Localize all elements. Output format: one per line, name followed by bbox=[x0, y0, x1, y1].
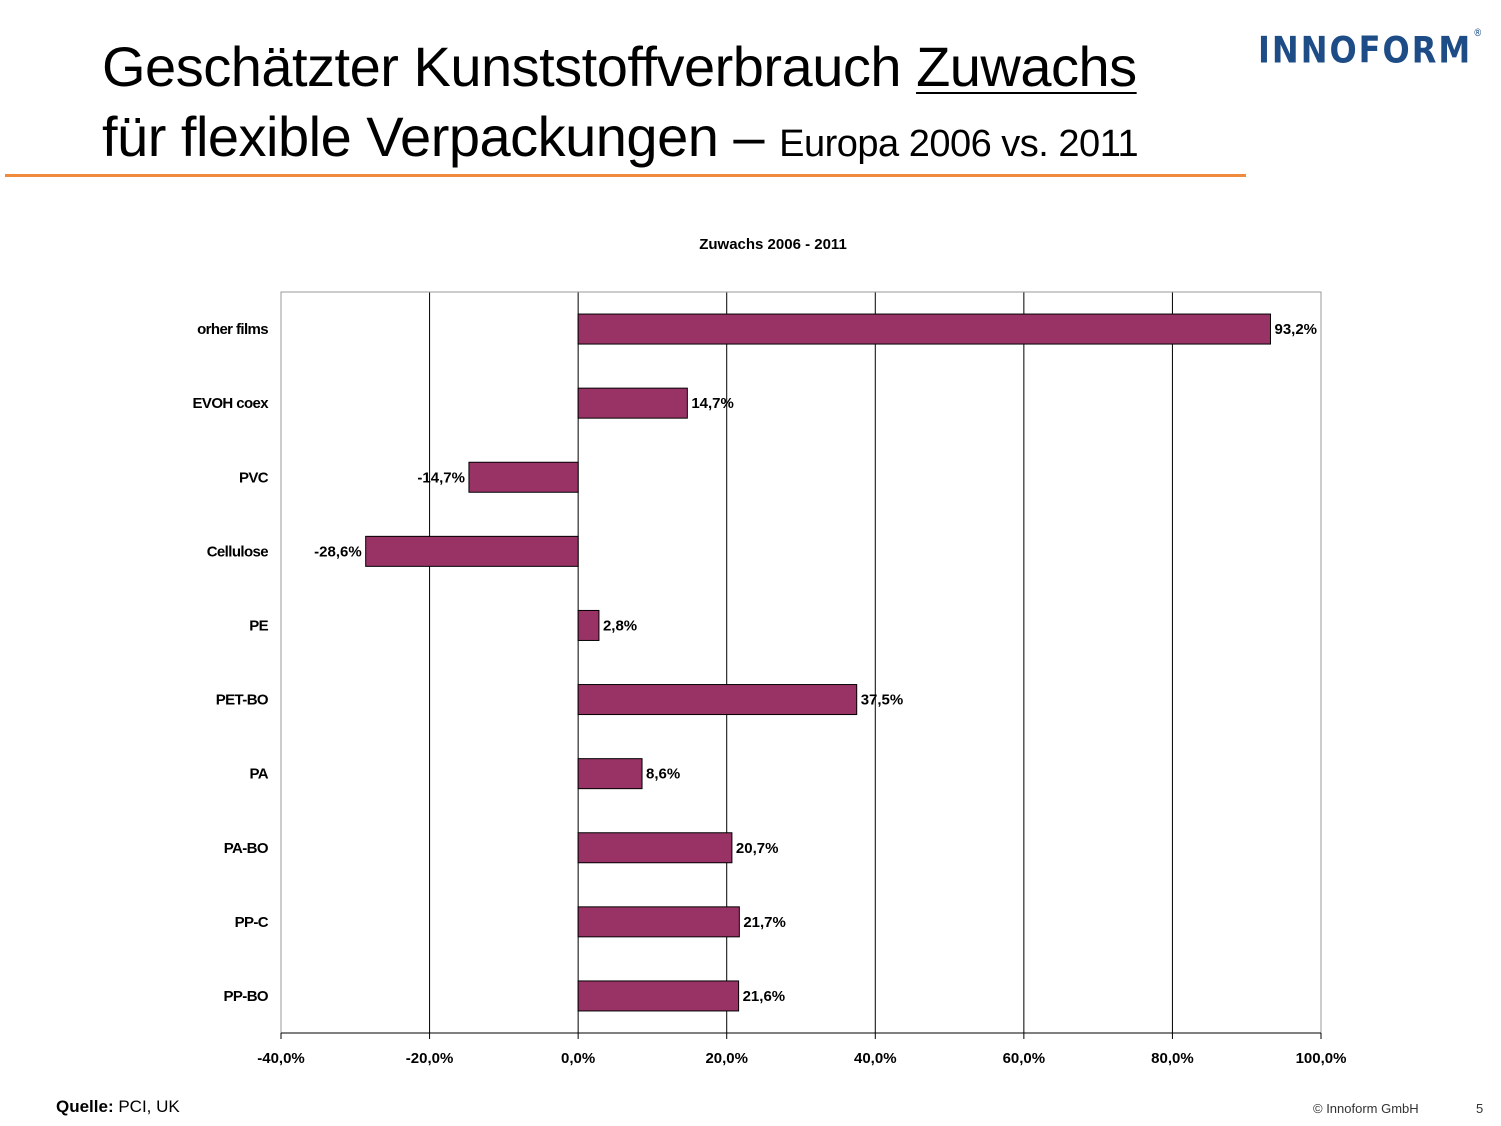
category-label: Cellulose bbox=[207, 543, 269, 560]
slide-title: Geschätzter Kunststoffverbrauch Zuwachs f… bbox=[102, 32, 1139, 179]
category-label: PA-BO bbox=[224, 840, 269, 857]
data-label: 37,5% bbox=[861, 692, 904, 709]
x-tick-label: 80,0% bbox=[1151, 1050, 1194, 1067]
x-tick-label: 20,0% bbox=[705, 1050, 748, 1067]
x-tick-label: 60,0% bbox=[1003, 1050, 1046, 1067]
page-number: 5 bbox=[1476, 1101, 1484, 1116]
bar bbox=[577, 609, 600, 641]
bar bbox=[577, 832, 733, 864]
bar bbox=[577, 387, 688, 419]
bar bbox=[577, 313, 1271, 345]
category-label: orher films bbox=[197, 321, 268, 338]
data-label: 21,6% bbox=[743, 988, 786, 1005]
category-label: PE bbox=[249, 617, 268, 634]
data-label: 14,7% bbox=[691, 395, 734, 412]
data-label: -28,6% bbox=[314, 543, 362, 560]
innoform-logo: INNOFORM® bbox=[1258, 28, 1484, 72]
bar bbox=[365, 535, 579, 567]
category-label: PA bbox=[249, 766, 268, 783]
x-tick-label: 100,0% bbox=[1296, 1050, 1347, 1067]
x-tick-label: 0,0% bbox=[561, 1050, 595, 1067]
data-label: 2,8% bbox=[603, 617, 637, 634]
data-label: 93,2% bbox=[1274, 321, 1317, 338]
bar bbox=[577, 906, 740, 938]
bar bbox=[577, 758, 643, 790]
category-label: PP-BO bbox=[223, 988, 268, 1005]
data-label: -14,7% bbox=[417, 469, 465, 486]
category-label: EVOH coex bbox=[193, 395, 270, 412]
title-underlined-word: Zuwachs bbox=[916, 35, 1137, 98]
plot-area bbox=[280, 291, 1322, 1034]
x-tick-label: -40,0% bbox=[257, 1050, 305, 1067]
bar bbox=[577, 684, 858, 716]
title-suffix: Europa 2006 vs. 2011 bbox=[779, 123, 1139, 165]
copyright: © Innoform GmbH bbox=[1313, 1101, 1419, 1116]
bar bbox=[468, 461, 579, 493]
bar bbox=[577, 980, 740, 1012]
category-label: PP-C bbox=[235, 914, 269, 931]
source-label: Quelle: bbox=[56, 1097, 114, 1116]
title-divider bbox=[5, 174, 1246, 177]
source-note: Quelle: PCI, UK bbox=[56, 1097, 180, 1117]
chart-title: Zuwachs 2006 - 2011 bbox=[699, 236, 847, 253]
title-line1: Geschätzter Kunststoffverbrauch bbox=[102, 35, 902, 98]
data-label: 20,7% bbox=[736, 840, 779, 857]
logo-registered-mark: ® bbox=[1473, 28, 1485, 40]
source-value: PCI, UK bbox=[113, 1097, 180, 1116]
x-tick-label: -20,0% bbox=[406, 1050, 454, 1067]
title-line2: für flexible Verpackungen – bbox=[102, 105, 765, 168]
data-label: 8,6% bbox=[646, 766, 680, 783]
data-label: 21,7% bbox=[743, 914, 786, 931]
category-label: PVC bbox=[239, 469, 269, 486]
logo-text: INNOFORM bbox=[1258, 28, 1473, 72]
category-label: PET-BO bbox=[216, 692, 269, 709]
x-tick-label: 40,0% bbox=[854, 1050, 897, 1067]
